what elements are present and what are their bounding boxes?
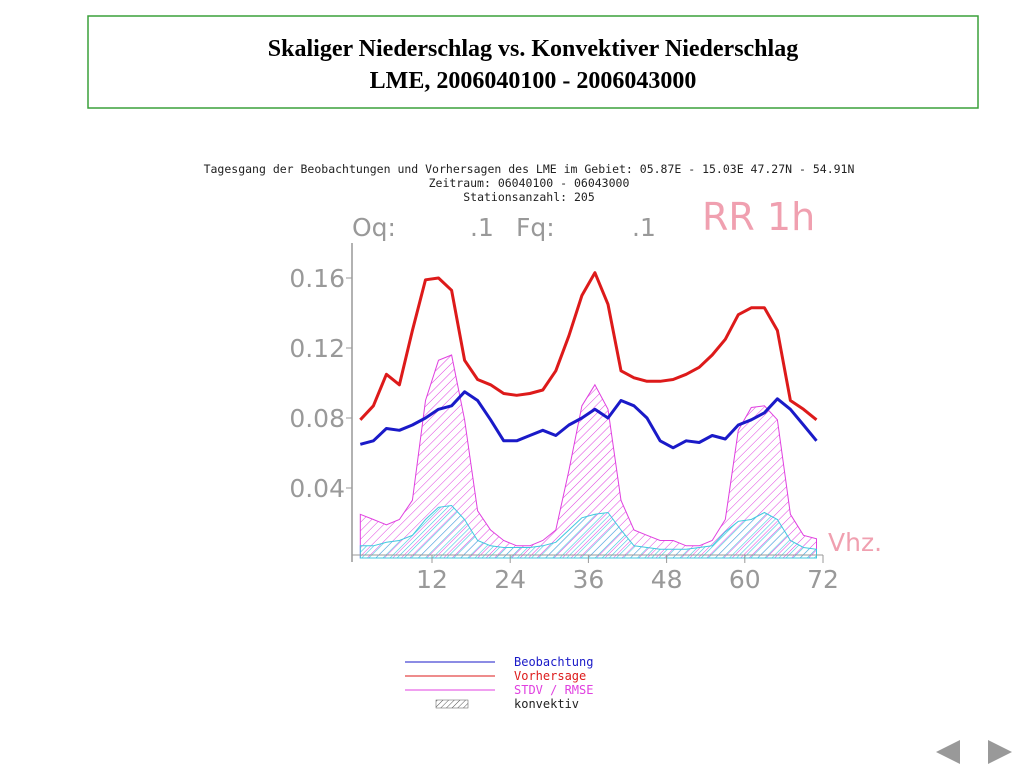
- legend-label: STDV / RMSE: [514, 683, 593, 697]
- x-axis-label: Vhz.: [828, 528, 882, 557]
- y-tick-label: 0.12: [289, 334, 345, 363]
- fq-label: Fq:: [516, 213, 555, 242]
- fq-value: .1: [632, 213, 656, 242]
- x-tick-label: 12: [416, 565, 448, 594]
- title-box: [87, 15, 979, 109]
- chart-header: Zeitraum: 06040100 - 06043000: [429, 176, 630, 190]
- oq-label: Oq:: [352, 213, 396, 242]
- x-tick-label: 36: [572, 565, 604, 594]
- x-tick-label: 60: [729, 565, 761, 594]
- legend-label: konvektiv: [514, 697, 579, 711]
- legend-label: Vorhersage: [514, 669, 586, 683]
- line: [359, 271, 818, 421]
- x-tick-label: 24: [494, 565, 526, 594]
- area: [359, 504, 817, 559]
- prev-button[interactable]: [936, 740, 960, 764]
- oq-value: .1: [470, 213, 494, 242]
- area: [359, 354, 817, 559]
- line: [359, 390, 818, 450]
- x-tick-label: 72: [807, 565, 839, 594]
- y-tick-label: 0.16: [289, 264, 345, 293]
- y-tick-label: 0.04: [289, 474, 345, 503]
- slide-title: Skaliger Niederschlag vs. Konvektiver Ni…: [268, 36, 798, 62]
- chart-header: Tagesgang der Beobachtungen und Vorhersa…: [204, 162, 855, 176]
- y-tick-label: 0.08: [289, 404, 345, 433]
- legend-label: Beobachtung: [514, 655, 593, 669]
- plot: 0.04 0.08 0.12 0.16 12 24 36 48 60 72: [289, 243, 839, 594]
- x-tick-label: 48: [651, 565, 683, 594]
- variable-label: RR 1h: [702, 195, 815, 239]
- chart-header: Stationsanzahl: 205: [463, 190, 595, 204]
- slide-subtitle: LME, 2006040100 - 2006043000: [370, 68, 697, 94]
- next-button[interactable]: [988, 740, 1012, 764]
- legend-swatch: [435, 699, 469, 709]
